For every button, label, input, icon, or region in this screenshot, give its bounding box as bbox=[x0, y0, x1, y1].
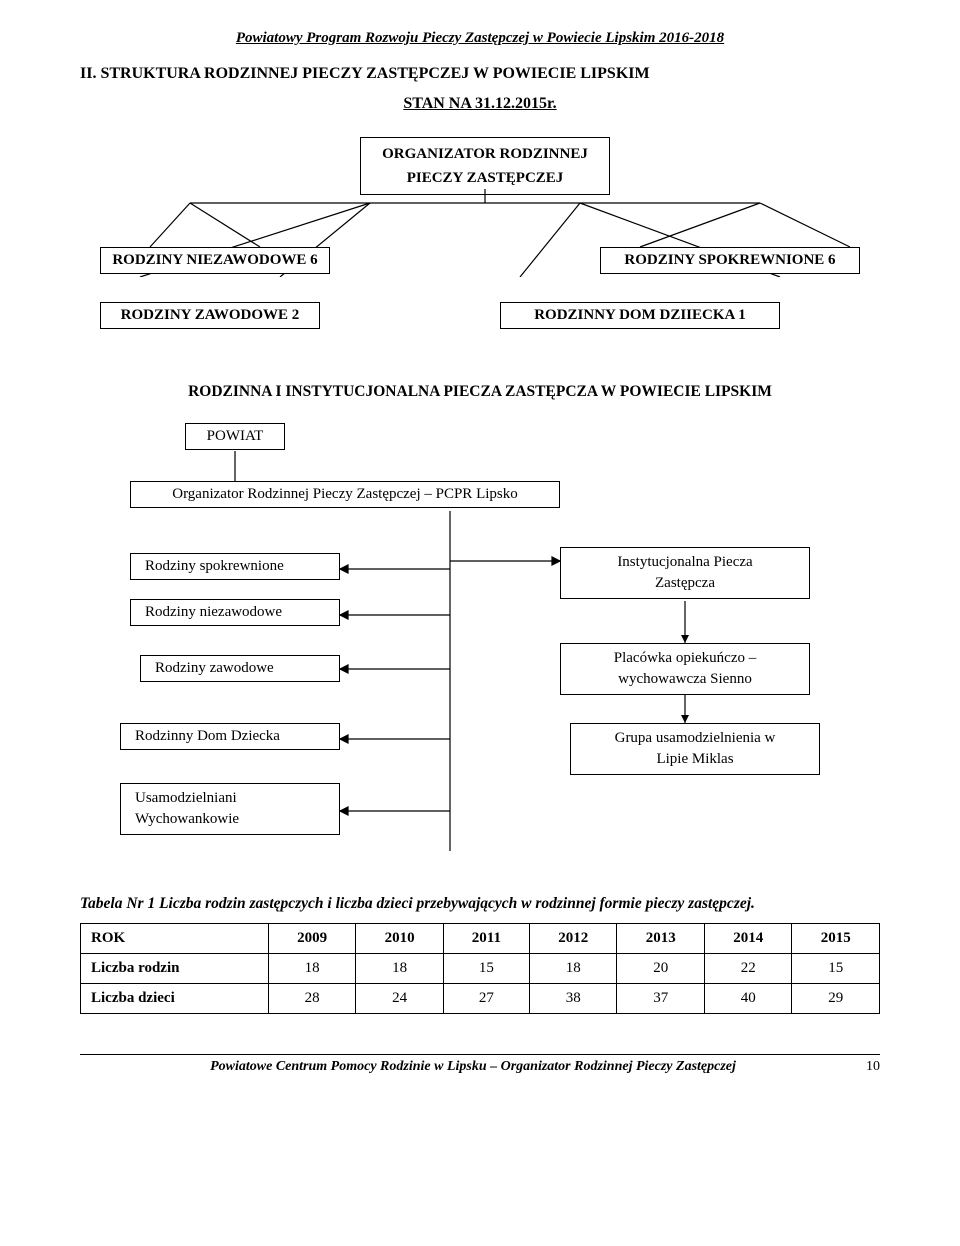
powiat-to-org-line bbox=[230, 451, 240, 481]
placowka-box: Placówka opiekuńczo – wychowawcza Sienno bbox=[560, 643, 810, 695]
org-root-line2: PIECZY ZASTĘPCZEJ bbox=[407, 170, 564, 186]
org-root-line1: ORGANIZATOR RODZINNEJ bbox=[382, 146, 588, 162]
rodzinny-dom-dziecka-box: Rodzinny Dom Dziecka bbox=[120, 723, 340, 750]
cell: 28 bbox=[268, 984, 356, 1014]
col-2010: 2010 bbox=[356, 924, 444, 954]
usam-line2: Wychowankowie bbox=[135, 811, 239, 827]
plac-line1: Placówka opiekuńczo – bbox=[614, 650, 756, 666]
usamodzielniani-box: Usamodzielniani Wychowankowie bbox=[120, 783, 340, 835]
rodziny-spokrewnione-box: Rodziny spokrewnione bbox=[130, 553, 340, 580]
cell: 27 bbox=[443, 984, 529, 1014]
table-row: Liczba rodzin 18 18 15 18 20 22 15 bbox=[81, 954, 880, 984]
instytucjonalna-box: Instytucjonalna Piecza Zastępcza bbox=[560, 547, 810, 599]
inst-line1: Instytucjonalna Piecza bbox=[617, 554, 752, 570]
data-table: ROK 2009 2010 2011 2012 2013 2014 2015 L… bbox=[80, 923, 880, 1014]
footer-text: Powiatowe Centrum Pomocy Rodzinie w Lips… bbox=[210, 1059, 736, 1074]
usam-line1: Usamodzielniani bbox=[135, 790, 237, 806]
cell: 29 bbox=[792, 984, 880, 1014]
section-title: II. STRUKTURA RODZINNEJ PIECZY ZASTĘPCZE… bbox=[80, 65, 880, 83]
niezawodowe-box: RODZINY NIEZAWODOWE 6 bbox=[100, 247, 330, 274]
mid-heading: RODZINNA I INSTYTUCJONALNA PIECZA ZASTĘP… bbox=[80, 383, 880, 401]
cell: 20 bbox=[617, 954, 705, 984]
cell: 40 bbox=[704, 984, 792, 1014]
inst-line2: Zastępcza bbox=[655, 575, 715, 591]
col-2012: 2012 bbox=[529, 924, 617, 954]
col-2014: 2014 bbox=[704, 924, 792, 954]
col-2013: 2013 bbox=[617, 924, 705, 954]
cell: 22 bbox=[704, 954, 792, 984]
col-rok: ROK bbox=[81, 924, 269, 954]
grupa-box: Grupa usamodzielnienia w Lipie Miklas bbox=[570, 723, 820, 775]
zawodowe-box: RODZINY ZAWODOWE 2 bbox=[100, 302, 320, 329]
spokrewnione-box: RODZINY SPOKREWNIONE 6 bbox=[600, 247, 860, 274]
page-number: 10 bbox=[866, 1059, 880, 1075]
page-footer: Powiatowe Centrum Pomocy Rodzinie w Lips… bbox=[80, 1054, 880, 1075]
col-2015: 2015 bbox=[792, 924, 880, 954]
running-header: Powiatowy Program Rozwoju Pieczy Zastępc… bbox=[80, 30, 880, 47]
col-2011: 2011 bbox=[443, 924, 529, 954]
table-row: Liczba dzieci 28 24 27 38 37 40 29 bbox=[81, 984, 880, 1014]
rodziny-niezawodowe-box: Rodziny niezawodowe bbox=[130, 599, 340, 626]
plac-line2: wychowawcza Sienno bbox=[618, 671, 752, 687]
cell: 24 bbox=[356, 984, 444, 1014]
section-subtitle: STAN NA 31.12.2015r. bbox=[80, 95, 880, 113]
powiat-box: POWIAT bbox=[185, 423, 285, 450]
grupa-line1: Grupa usamodzielnienia w bbox=[615, 730, 776, 746]
cell: 15 bbox=[792, 954, 880, 984]
dom-dziecka-box: RODZINNY DOM DZIIECKA 1 bbox=[500, 302, 780, 329]
row-label: Liczba rodzin bbox=[81, 954, 269, 984]
table-caption: Tabela Nr 1 Liczba rodzin zastępczych i … bbox=[80, 891, 880, 917]
rodziny-zawodowe-box: Rodziny zawodowe bbox=[140, 655, 340, 682]
cell: 18 bbox=[529, 954, 617, 984]
table-header-row: ROK 2009 2010 2011 2012 2013 2014 2015 bbox=[81, 924, 880, 954]
row-label: Liczba dzieci bbox=[81, 984, 269, 1014]
cell: 37 bbox=[617, 984, 705, 1014]
cell: 15 bbox=[443, 954, 529, 984]
cell: 18 bbox=[356, 954, 444, 984]
institutional-diagram: POWIAT Organizator Rodzinnej Pieczy Zast… bbox=[80, 423, 880, 863]
grupa-line2: Lipie Miklas bbox=[656, 751, 733, 767]
organizator-box: Organizator Rodzinnej Pieczy Zastępczej … bbox=[130, 481, 560, 508]
cell: 38 bbox=[529, 984, 617, 1014]
org-root-box: ORGANIZATOR RODZINNEJ PIECZY ZASTĘPCZEJ bbox=[360, 137, 610, 195]
cell: 18 bbox=[268, 954, 356, 984]
col-2009: 2009 bbox=[268, 924, 356, 954]
org-tree-diagram: ORGANIZATOR RODZINNEJ PIECZY ZASTĘPCZEJ … bbox=[80, 137, 880, 347]
